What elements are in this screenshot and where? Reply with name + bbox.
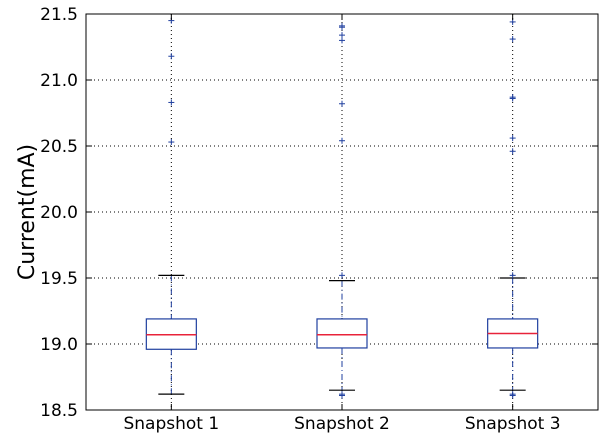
flier-marker bbox=[339, 32, 345, 39]
y-tick-label: 19.0 bbox=[40, 335, 78, 355]
y-tick-label: 18.5 bbox=[40, 401, 78, 421]
flier-marker bbox=[339, 137, 345, 144]
x-tick-label: Snapshot 2 bbox=[294, 414, 390, 434]
flier-marker bbox=[509, 135, 516, 142]
x-ticks: Snapshot 1 Snapshot 2 Snapshot 3 bbox=[123, 14, 561, 434]
x-tick-label: Snapshot 1 bbox=[123, 414, 219, 434]
flier-marker bbox=[339, 37, 345, 44]
flier-marker bbox=[339, 100, 345, 107]
box-group bbox=[316, 22, 368, 399]
flier-marker bbox=[168, 139, 175, 146]
flier-marker bbox=[339, 392, 345, 399]
box-iqr bbox=[316, 318, 368, 349]
flier-marker bbox=[509, 392, 516, 399]
y-tick-label: 20.5 bbox=[40, 137, 78, 157]
y-tick-label: 19.5 bbox=[40, 269, 78, 289]
boxes-layer bbox=[145, 17, 539, 399]
y-axis-label: Current(mA) bbox=[15, 144, 40, 280]
flier-marker bbox=[168, 53, 175, 60]
y-ticks: 18.5 19.0 19.5 20.0 20.5 21.0 21.5 bbox=[40, 5, 598, 421]
flier-marker bbox=[509, 272, 516, 279]
y-tick-label: 21.5 bbox=[40, 5, 78, 25]
flier-marker bbox=[339, 24, 345, 31]
y-tick-label: 20.0 bbox=[40, 203, 78, 223]
flier-marker bbox=[509, 95, 516, 102]
x-tick-label: Snapshot 3 bbox=[465, 414, 561, 434]
y-tick-label: 21.0 bbox=[40, 71, 78, 91]
flier-marker bbox=[509, 148, 516, 155]
flier-marker bbox=[168, 99, 175, 106]
flier-marker bbox=[339, 272, 345, 279]
box-group bbox=[487, 18, 539, 399]
flier-marker bbox=[509, 36, 516, 43]
